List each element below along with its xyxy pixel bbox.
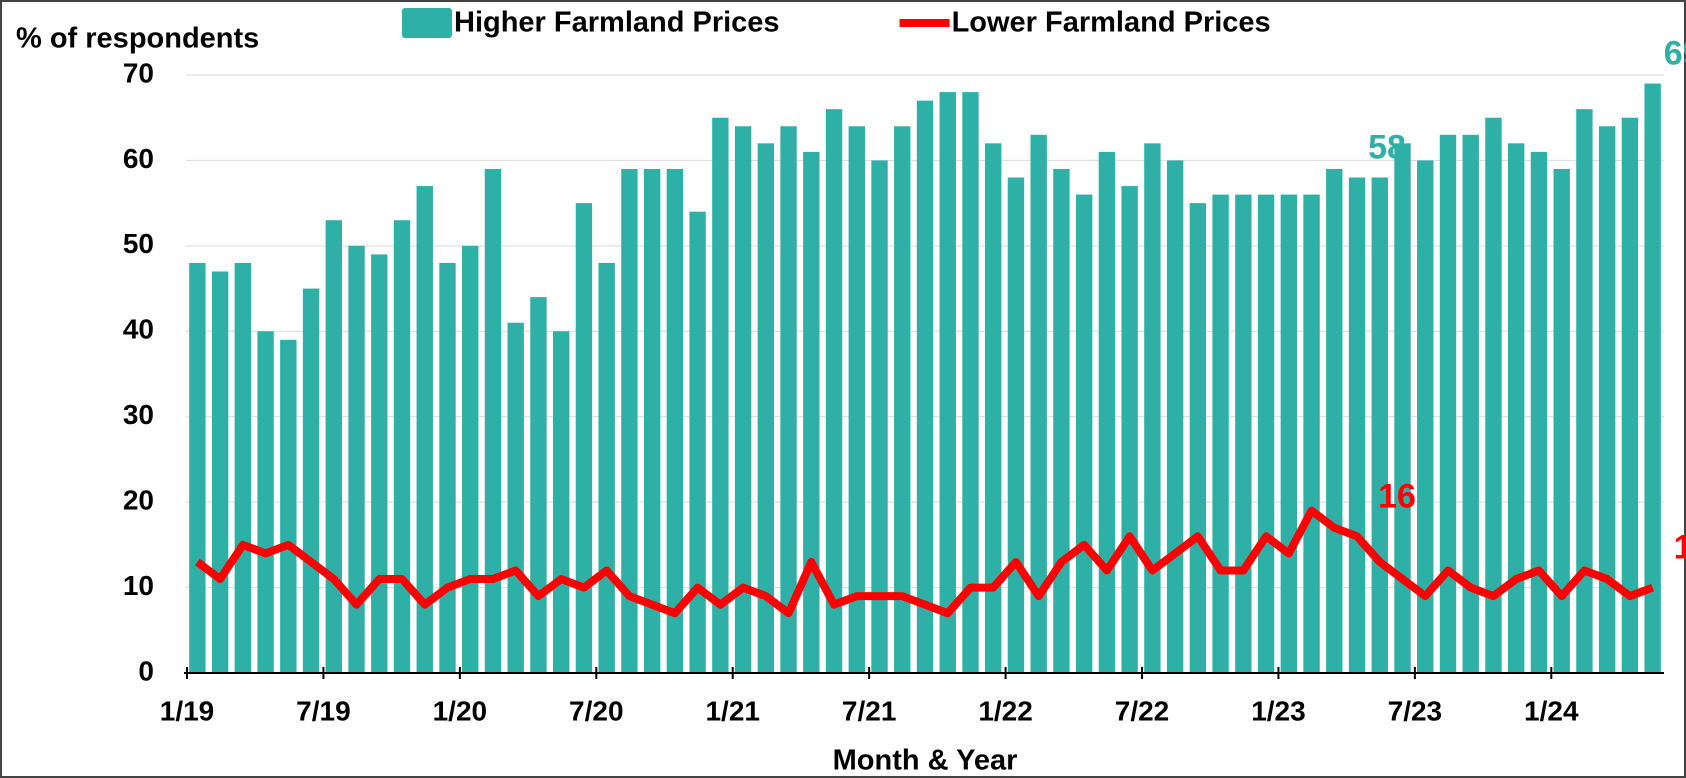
bar xyxy=(666,168,684,673)
x-axis-label: Month & Year xyxy=(833,745,1018,777)
bar xyxy=(439,262,456,673)
y-tick-label: 10 xyxy=(123,570,154,601)
bar xyxy=(416,186,433,674)
bar xyxy=(1530,151,1548,673)
bar xyxy=(257,331,274,673)
x-tick-label: 1/24 xyxy=(1524,695,1579,726)
x-tick-label: 1/22 xyxy=(978,695,1033,726)
bar xyxy=(1257,194,1275,673)
bar xyxy=(734,126,752,673)
bar xyxy=(1326,168,1343,673)
bar xyxy=(1144,143,1161,674)
x-tick-label: 7/20 xyxy=(569,695,624,726)
bar xyxy=(985,143,1002,674)
bar xyxy=(689,211,706,673)
bar xyxy=(1053,168,1070,673)
bar xyxy=(552,331,570,673)
data-label: 16 xyxy=(1378,477,1416,515)
bar xyxy=(348,245,365,673)
bar xyxy=(803,151,820,673)
bar xyxy=(575,203,593,673)
bar xyxy=(1280,194,1298,673)
bar xyxy=(621,168,638,673)
legend-label: Lower Farmland Prices xyxy=(952,7,1271,39)
bar xyxy=(1030,134,1047,674)
x-tick-label: 7/21 xyxy=(842,695,897,726)
bar xyxy=(1007,177,1025,673)
bar xyxy=(712,117,729,673)
x-tick-label: 7/23 xyxy=(1388,695,1443,726)
bar xyxy=(1644,83,1661,674)
x-tick-label: 7/22 xyxy=(1115,695,1170,726)
bar xyxy=(1098,151,1116,673)
bar xyxy=(643,168,661,673)
bar xyxy=(325,220,342,673)
bar xyxy=(462,245,479,673)
y-tick-label: 70 xyxy=(123,57,154,88)
x-tick-label: 7/19 xyxy=(296,695,351,726)
data-label: 58 xyxy=(1368,128,1406,166)
legend-swatch xyxy=(402,8,452,38)
bar xyxy=(1485,117,1502,673)
bar xyxy=(530,297,547,673)
legend-label: Higher Farmland Prices xyxy=(454,7,780,39)
bar xyxy=(302,288,320,673)
line xyxy=(194,506,1655,618)
y-tick-label: 30 xyxy=(123,399,154,430)
bar xyxy=(825,109,843,673)
bar xyxy=(1212,194,1229,673)
bar xyxy=(189,262,206,673)
bar xyxy=(280,339,297,673)
bar xyxy=(939,92,956,674)
bar xyxy=(780,126,797,673)
bar xyxy=(211,271,229,673)
bar xyxy=(1553,168,1570,673)
bar xyxy=(1621,117,1639,673)
bar xyxy=(1121,186,1138,674)
bar xyxy=(1394,143,1411,674)
y-tick-label: 20 xyxy=(123,485,154,516)
bar xyxy=(507,322,524,673)
bar xyxy=(1235,194,1252,673)
bar xyxy=(1576,109,1593,673)
bar xyxy=(848,126,865,673)
bar xyxy=(598,262,615,673)
data-label: 10 xyxy=(1674,529,1686,567)
y-tick-label: 60 xyxy=(123,143,154,174)
bar xyxy=(393,220,411,673)
bar xyxy=(757,143,775,674)
bar xyxy=(1371,177,1388,673)
bar xyxy=(1189,203,1207,673)
bar xyxy=(1166,160,1184,673)
x-tick-label: 1/20 xyxy=(433,695,488,726)
data-label: 69 xyxy=(1664,35,1686,73)
bar xyxy=(1417,160,1434,673)
bar xyxy=(1303,194,1320,673)
y-tick-label: 0 xyxy=(138,655,154,686)
bar xyxy=(484,168,502,673)
bar xyxy=(1508,143,1525,674)
bar xyxy=(1075,194,1093,673)
bar xyxy=(1439,134,1457,674)
x-tick-label: 1/23 xyxy=(1251,695,1306,726)
x-tick-label: 1/21 xyxy=(705,695,760,726)
y-axis-label: % of respondents xyxy=(16,23,259,55)
bar xyxy=(916,100,934,674)
y-tick-label: 50 xyxy=(123,228,154,259)
bar xyxy=(1348,177,1366,673)
bar xyxy=(1462,134,1479,674)
y-tick-label: 40 xyxy=(123,314,154,345)
bar xyxy=(871,160,888,673)
x-tick-label: 1/19 xyxy=(160,695,215,726)
bar xyxy=(371,254,388,673)
bar xyxy=(234,262,252,673)
bar xyxy=(1598,126,1616,673)
bar xyxy=(962,92,979,674)
bar xyxy=(894,126,911,673)
